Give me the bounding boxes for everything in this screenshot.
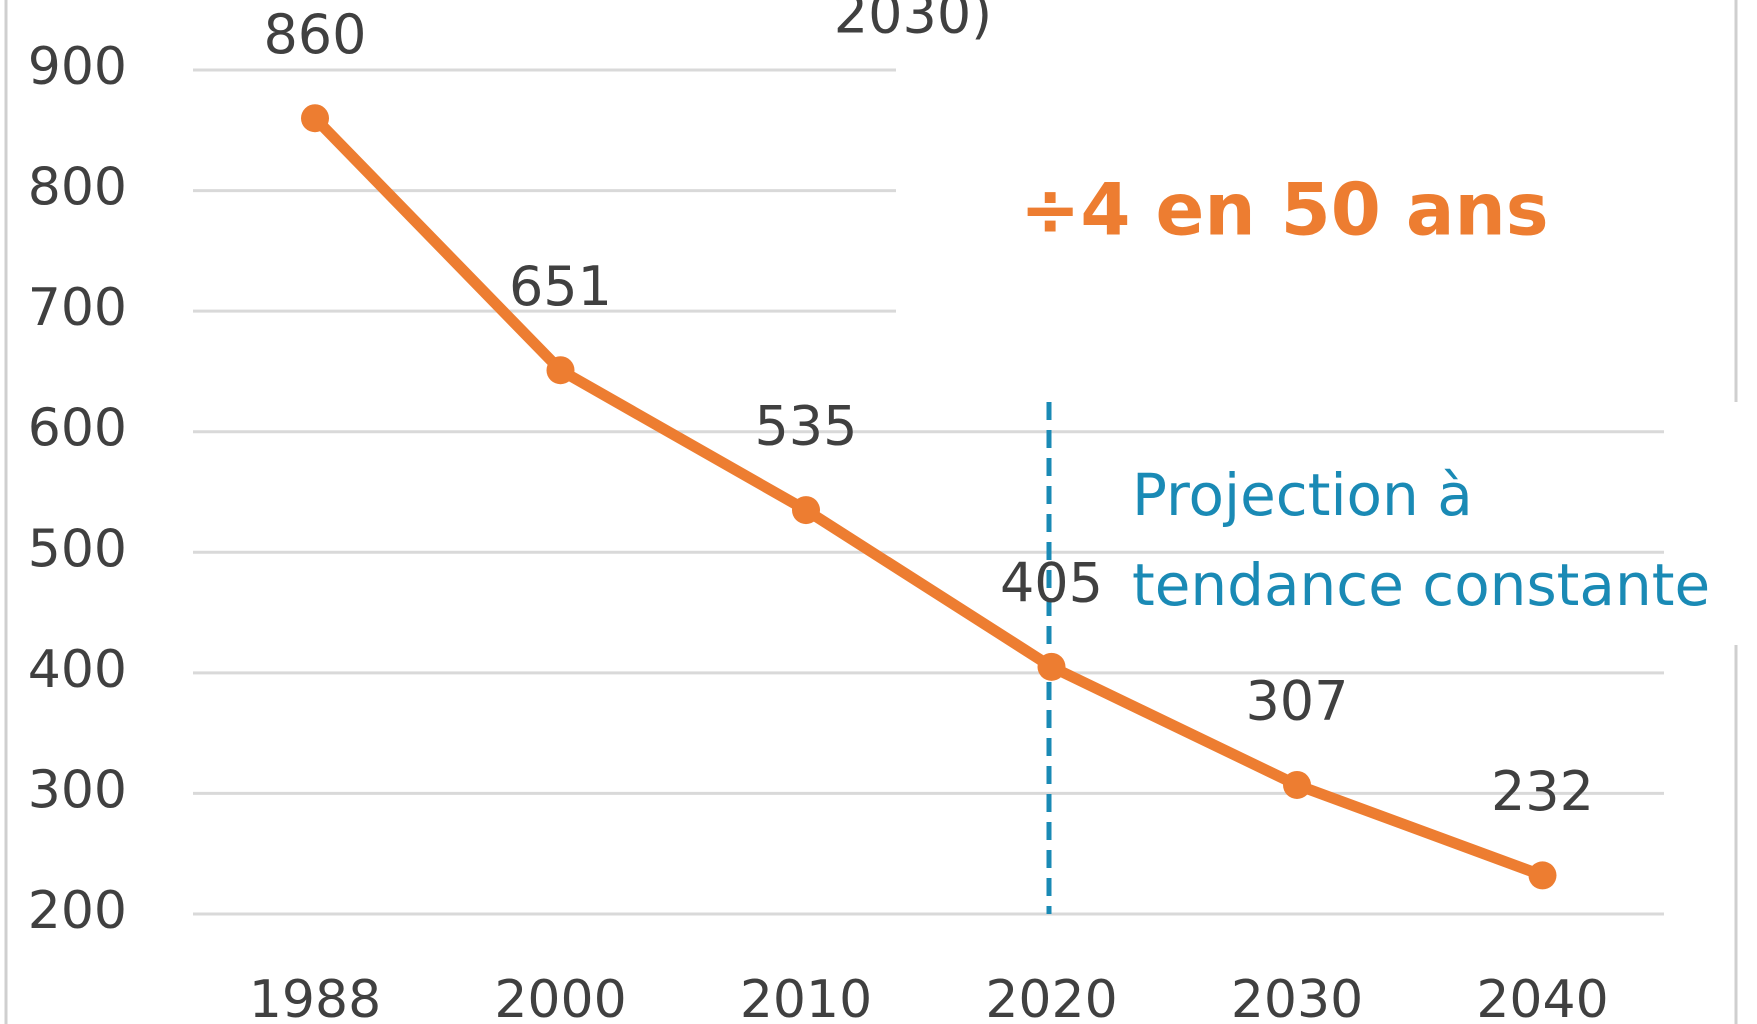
- data-point: [1037, 652, 1066, 681]
- x-tick-label: 2000: [494, 970, 626, 1024]
- y-tick-label: 500: [28, 519, 127, 579]
- data-point: [1528, 861, 1557, 890]
- title-fragment: 2030): [834, 0, 993, 46]
- annotation: ÷4 en 50 ans: [1020, 168, 1549, 252]
- y-tick-label: 700: [28, 278, 127, 338]
- y-tick-label: 600: [28, 399, 127, 459]
- x-tick-label: 2010: [740, 970, 872, 1024]
- data-point: [792, 496, 820, 525]
- data-label: 405: [1000, 551, 1103, 614]
- y-tick-label: 200: [28, 881, 127, 941]
- data-label: 307: [1245, 670, 1348, 733]
- data-point: [1283, 770, 1311, 799]
- annotation: tendance constante: [1132, 551, 1710, 619]
- overlay-box: [896, 0, 1736, 385]
- data-label: 535: [754, 395, 857, 458]
- y-tick-label: 300: [28, 760, 127, 820]
- data-label: 651: [509, 255, 612, 318]
- series-line: [311, 114, 1545, 881]
- y-tick-label: 800: [28, 158, 127, 218]
- annotation: Projection à: [1132, 461, 1473, 529]
- x-tick-label: 2030: [1231, 970, 1363, 1024]
- data-label: 232: [1491, 760, 1594, 823]
- x-tick-label: 2040: [1476, 970, 1608, 1024]
- data-label: 860: [263, 3, 366, 66]
- y-tick-label: 900: [28, 37, 127, 97]
- x-tick-label: 1988: [249, 970, 381, 1024]
- data-point: [546, 356, 575, 385]
- data-point: [301, 104, 329, 133]
- x-tick-label: 2020: [985, 970, 1117, 1024]
- y-tick-label: 400: [28, 640, 127, 700]
